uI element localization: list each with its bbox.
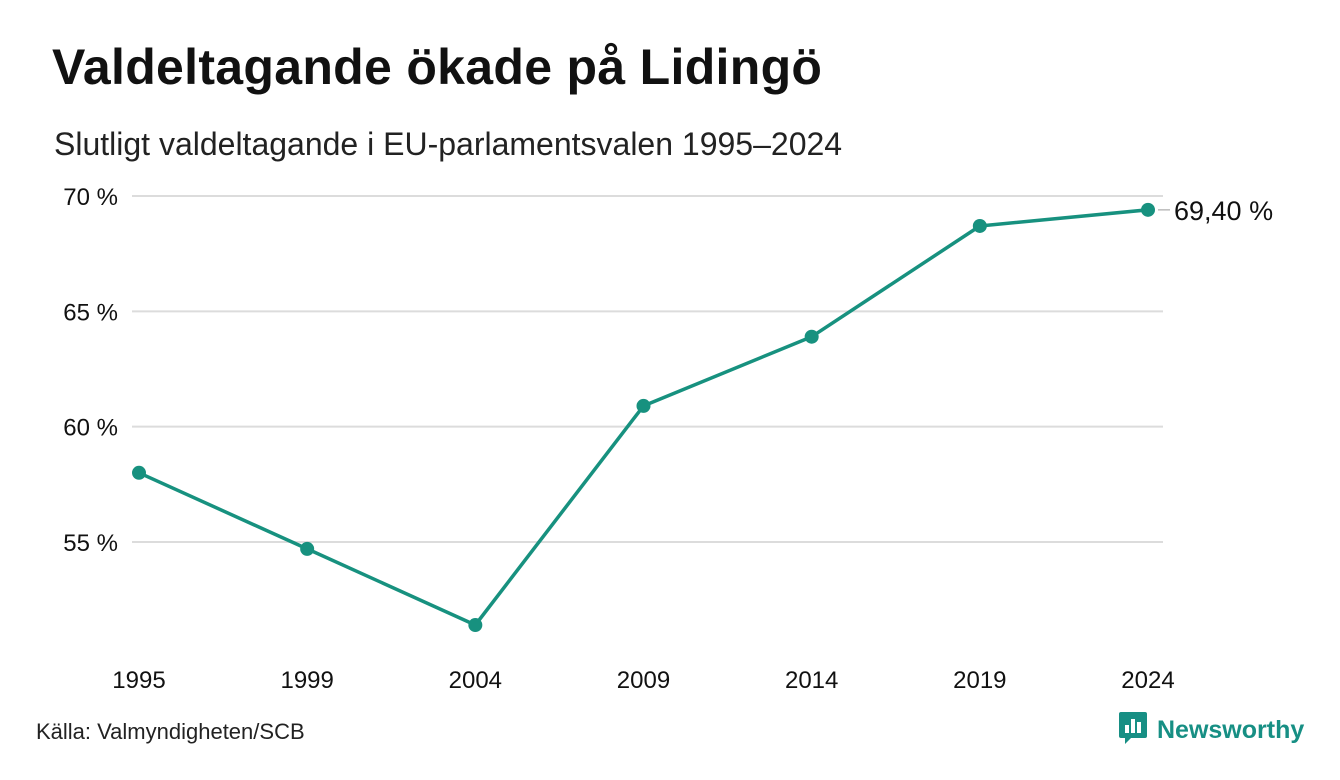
data-point — [468, 618, 483, 633]
data-point — [132, 465, 146, 480]
data-point — [1141, 202, 1155, 217]
series-line-layer — [137, 208, 1150, 627]
last-value-label: 69,40 % — [1174, 196, 1273, 226]
x-tick-label: 2019 — [953, 667, 1006, 694]
y-axis-ticks: 55 % 60 % 65 % 70 % — [63, 184, 118, 557]
data-point — [636, 398, 651, 413]
brand-logo: Newsworthy — [1118, 710, 1305, 751]
newsworthy-logo-icon — [1118, 710, 1148, 751]
x-axis-ticks: 1995 1999 2004 2009 2014 2019 2024 — [112, 667, 1174, 694]
chart-title: Valdeltagande ökade på Lidingö — [52, 39, 823, 95]
data-point — [804, 329, 819, 344]
y-tick-label: 55 % — [63, 530, 118, 557]
source-note: Källa: Valmyndigheten/SCB — [36, 719, 305, 744]
y-tick-label: 65 % — [63, 299, 118, 326]
data-points — [132, 202, 1155, 633]
series-line — [137, 208, 1150, 627]
y-tick-label: 60 % — [63, 415, 118, 442]
x-tick-label: 1995 — [112, 667, 165, 694]
brand-name: Newsworthy — [1157, 715, 1305, 744]
value-labels: 69,40 % — [1158, 196, 1273, 226]
y-tick-label: 70 % — [63, 184, 118, 211]
x-tick-label: 2009 — [617, 667, 670, 694]
x-tick-label: 2024 — [1121, 667, 1174, 694]
x-tick-label: 1999 — [280, 667, 333, 694]
x-tick-label: 2014 — [785, 667, 838, 694]
gridlines — [132, 195, 1163, 543]
data-point — [972, 218, 987, 233]
chart-subtitle: Slutligt valdeltagande i EU-parlamentsva… — [54, 126, 843, 162]
x-tick-label: 2004 — [449, 667, 502, 694]
data-point — [300, 541, 315, 556]
